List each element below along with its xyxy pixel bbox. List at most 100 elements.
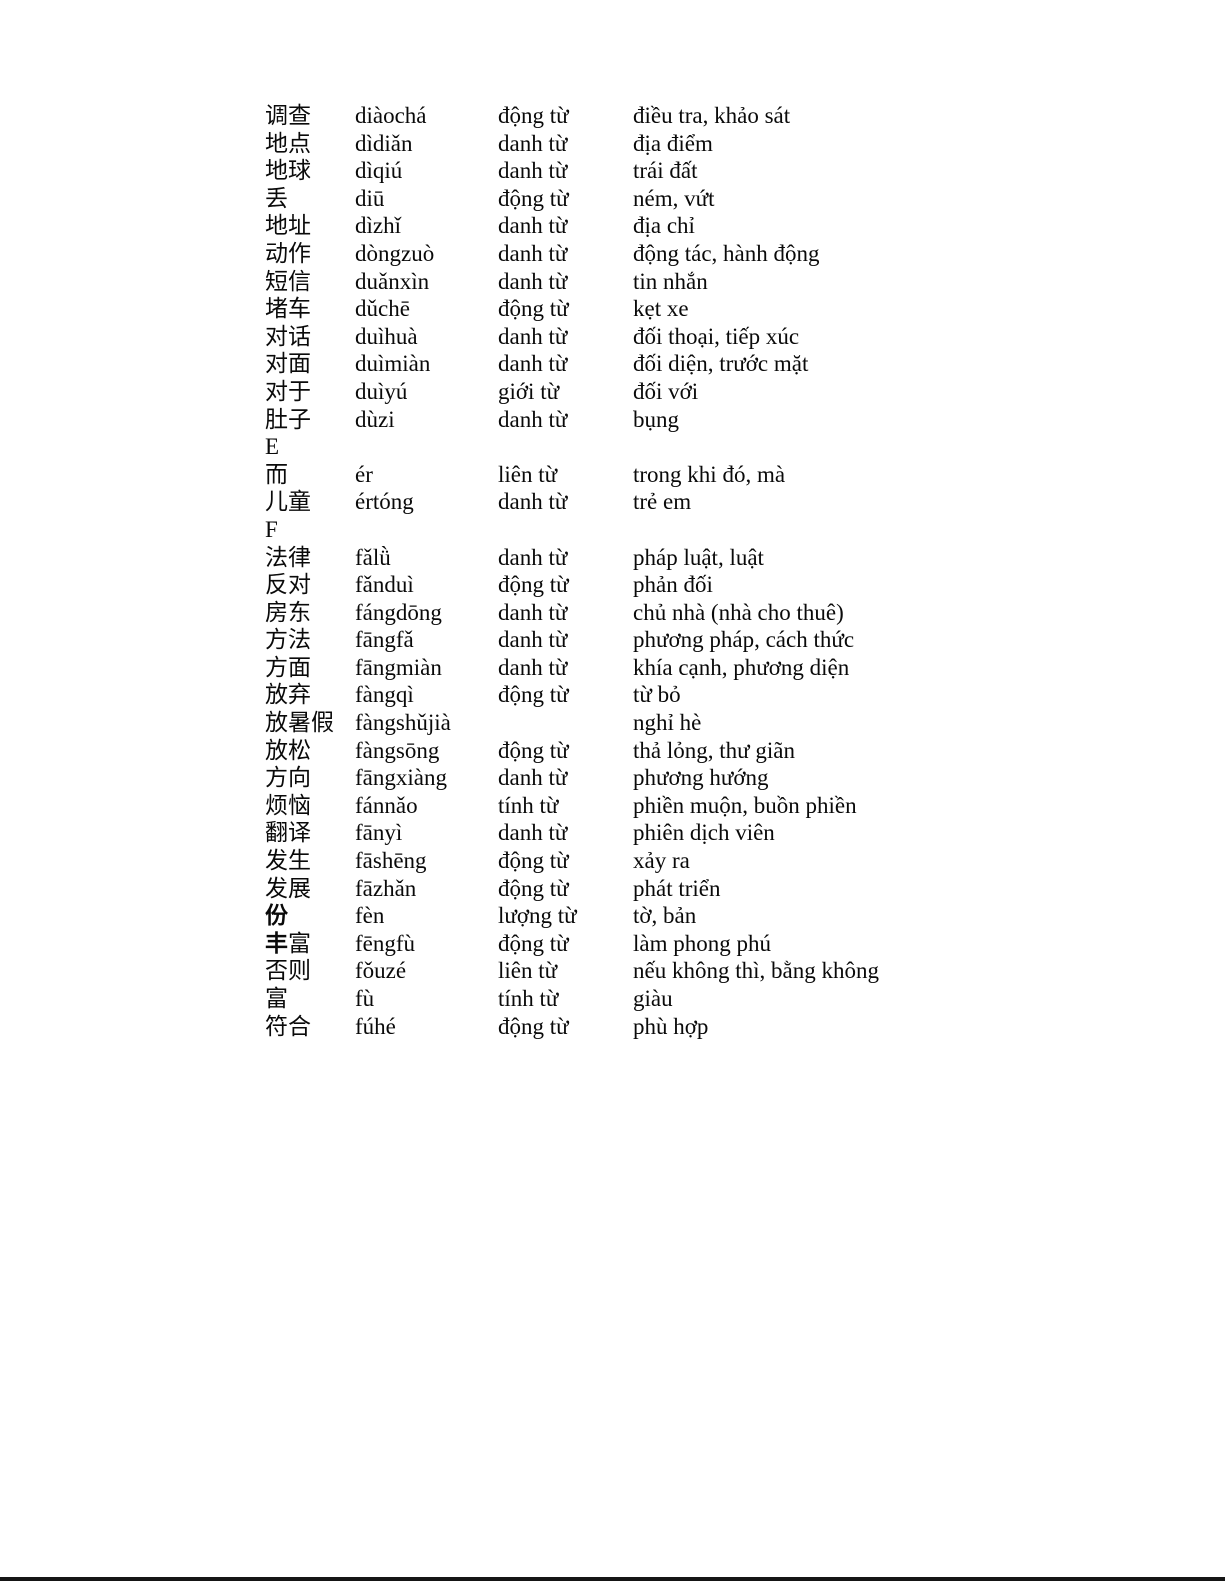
hanzi-text: 放暑假	[265, 710, 334, 736]
pos-cell: tính từ	[498, 792, 559, 818]
pinyin-cell: fēngfù	[355, 930, 416, 956]
vocab-row: E	[265, 433, 879, 461]
pinyin-cell: fù	[355, 986, 375, 1011]
hanzi-cell: 反对	[265, 571, 355, 599]
pinyin-cell	[355, 516, 498, 544]
meaning-cell: phương hướng	[633, 765, 769, 791]
hanzi-cell: 动作	[265, 240, 355, 268]
vocab-row: 房东 fángdōng danh từ chủ nhà (nhà cho thu…	[265, 599, 879, 627]
meaning-cell: bụng	[633, 406, 679, 432]
vocab-row: 符合 fúhé động từ phù hợp	[265, 1013, 879, 1041]
meaning-cell: đối diện, trước mặt	[633, 351, 809, 377]
hanzi-bold-text: 丰	[265, 930, 288, 956]
pinyin-cell: duǎnxìn	[355, 268, 430, 294]
pinyin-cell: dìdiǎn	[355, 130, 413, 156]
hanzi-text: 富	[288, 930, 311, 956]
pinyin-cell: fǒuzé	[355, 958, 407, 984]
pinyin-cell: fānyì	[355, 820, 403, 846]
vocab-table: 调查 diàochá động từ điều tra, khảo sát 地点…	[265, 102, 879, 1040]
hanzi-text: 地点	[265, 130, 311, 156]
hanzi-cell: 调查	[265, 102, 355, 130]
vocab-row: 堵车 dǔchē động từ kẹt xe	[265, 295, 879, 323]
meaning-cell: thả lỏng, thư giãn	[633, 737, 795, 763]
pinyin-cell: fàngqì	[355, 682, 414, 708]
hanzi-text: 对于	[265, 378, 311, 404]
vocab-row: 动作 dòngzuò danh từ động tác, hành động	[265, 240, 879, 268]
meaning-cell: địa chỉ	[633, 213, 695, 239]
pinyin-cell: fúhé	[355, 1013, 396, 1039]
meaning-cell: khía cạnh, phương diện	[633, 654, 850, 680]
pinyin-cell: diàochá	[355, 103, 427, 128]
hanzi-text: 而	[265, 461, 288, 487]
pinyin-cell: fǎnduì	[355, 572, 414, 598]
hanzi-text: 调查	[265, 103, 311, 128]
hanzi-text: 对面	[265, 351, 311, 377]
pinyin-cell: fǎlǜ	[355, 544, 391, 570]
vocab-row: 翻译 fānyì danh từ phiên dịch viên	[265, 819, 879, 847]
vocab-row: 方向 fāngxiàng danh từ phương hướng	[265, 764, 879, 792]
hanzi-text: 反对	[265, 572, 311, 598]
hanzi-text: 堵车	[265, 296, 311, 322]
meaning-cell: đối thoại, tiếp xúc	[633, 323, 800, 349]
pinyin-cell: fāngmiàn	[355, 654, 442, 680]
vocab-row: F	[265, 516, 879, 544]
hanzi-cell: 对话	[265, 323, 355, 351]
hanzi-text: 放松	[265, 737, 311, 763]
hanzi-cell: 堵车	[265, 295, 355, 323]
vocab-row: 调查 diàochá động từ điều tra, khảo sát	[265, 102, 879, 130]
hanzi-text: 发生	[265, 848, 311, 874]
pos-cell: động từ	[498, 1013, 569, 1039]
vocab-row: 对于 duìyú giới từ đối với	[265, 378, 879, 406]
pinyin-cell: értóng	[355, 489, 414, 515]
hanzi-cell: 对面	[265, 350, 355, 378]
meaning-cell: động tác, hành động	[633, 240, 820, 266]
pinyin-cell: fāzhǎn	[355, 875, 417, 901]
vocab-row: 肚子 dùzi danh từ bụng	[265, 406, 879, 434]
hanzi-cell: 否则	[265, 957, 355, 985]
hanzi-text: 地址	[265, 213, 311, 239]
meaning-cell	[633, 433, 879, 461]
meaning-cell: xảy ra	[633, 848, 690, 874]
pinyin-cell: fèn	[355, 903, 385, 929]
pos-cell: động từ	[498, 682, 569, 708]
hanzi-text: 符合	[265, 1013, 311, 1039]
vocab-row: 发展 fāzhǎn động từ phát triển	[265, 875, 879, 903]
pos-cell: động từ	[498, 930, 569, 956]
meaning-cell: nếu không thì, bằng không	[633, 958, 879, 984]
hanzi-bold-text: 份	[265, 903, 288, 929]
meaning-cell: phiền muộn, buồn phiền	[633, 792, 857, 818]
pinyin-cell: duìhuà	[355, 323, 418, 349]
vocab-row: 对话 duìhuà danh từ đối thoại, tiếp xúc	[265, 323, 879, 351]
pos-cell: danh từ	[498, 158, 568, 184]
meaning-cell: ném, vứt	[633, 185, 715, 211]
page-bottom-scan-line	[0, 1577, 1225, 1581]
hanzi-cell: E	[265, 433, 355, 461]
pinyin-cell: dùzi	[355, 406, 395, 432]
hanzi-cell: 翻译	[265, 819, 355, 847]
hanzi-cell: 房东	[265, 599, 355, 627]
hanzi-cell: 丢	[265, 185, 355, 213]
vocab-row: 儿童 értóng danh từ trẻ em	[265, 488, 879, 516]
pos-cell: liên từ	[498, 958, 558, 984]
hanzi-text: 法律	[265, 544, 311, 570]
meaning-cell: làm phong phú	[633, 930, 771, 956]
meaning-cell: điều tra, khảo sát	[633, 103, 791, 128]
hanzi-cell: 地址	[265, 212, 355, 240]
hanzi-cell: 发展	[265, 875, 355, 903]
pinyin-cell: dòngzuò	[355, 240, 435, 266]
pos-cell: liên từ	[498, 461, 558, 487]
meaning-cell: phản đối	[633, 572, 713, 598]
meaning-cell: kẹt xe	[633, 296, 689, 322]
hanzi-cell: 烦恼	[265, 792, 355, 820]
vocab-row: 反对 fǎnduì động từ phản đối	[265, 571, 879, 599]
pinyin-cell: duìyú	[355, 378, 408, 404]
vocab-row: 份 fèn lượng từ tờ, bản	[265, 902, 879, 930]
pos-cell: động từ	[498, 296, 569, 322]
pinyin-cell: fāngxiàng	[355, 765, 447, 791]
vocab-row: 丢 diū động từ ném, vứt	[265, 185, 879, 213]
pos-cell: danh từ	[498, 130, 568, 156]
pos-cell: danh từ	[498, 765, 568, 791]
vocab-row: 放松 fàngsōng động từ thả lỏng, thư giãn	[265, 737, 879, 765]
hanzi-text: 儿童	[265, 489, 311, 515]
